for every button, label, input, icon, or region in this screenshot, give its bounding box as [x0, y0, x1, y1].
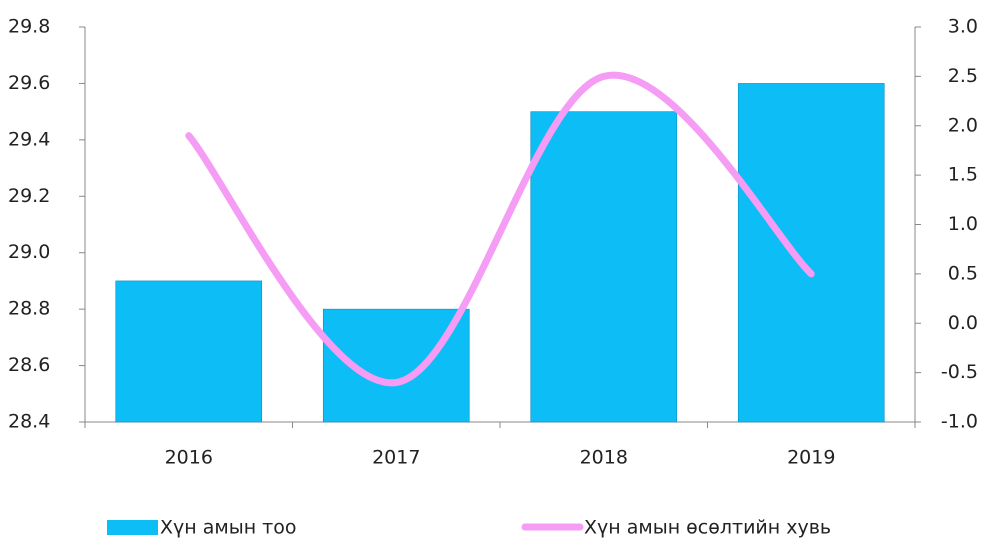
y-tick-label: 28.8 [8, 298, 50, 320]
bar [737, 83, 885, 423]
y2-tick-label: 2.5 [948, 65, 978, 87]
y-tick-label: 29.6 [8, 72, 50, 94]
legend-label: Хүн амын тоо [160, 517, 296, 539]
bar [530, 111, 678, 423]
bar [115, 280, 263, 423]
x-tick-label: 2017 [372, 447, 420, 469]
y2-tick-label: -0.5 [941, 361, 978, 383]
legend-label: Хүн амын өсөлтийн хувь [584, 517, 831, 539]
line [185, 71, 815, 387]
y2-tick-label: 2.0 [948, 114, 978, 136]
x-tick-label: 2016 [165, 447, 213, 469]
y2-tick-label: 1.0 [948, 213, 978, 235]
y-tick-label: 29.4 [8, 128, 50, 150]
y2-tick-label: -1.0 [941, 411, 978, 433]
y-tick-label: 29.8 [8, 16, 50, 38]
y-tick-label: 28.4 [8, 411, 50, 433]
bar [322, 308, 470, 423]
x-tick-label: 2018 [580, 447, 628, 469]
x-tick-label: 2019 [787, 447, 835, 469]
y2-tick-label: 0.0 [948, 312, 978, 334]
y2-tick-label: 1.5 [948, 164, 978, 186]
y-tick-label: 29.0 [8, 241, 50, 263]
y2-tick-label: 0.5 [948, 262, 978, 284]
y2-tick-label: 3.0 [948, 16, 978, 38]
y-tick-label: 29.2 [8, 185, 50, 207]
legend-swatch [107, 520, 158, 535]
y-tick-label: 28.6 [8, 354, 50, 376]
